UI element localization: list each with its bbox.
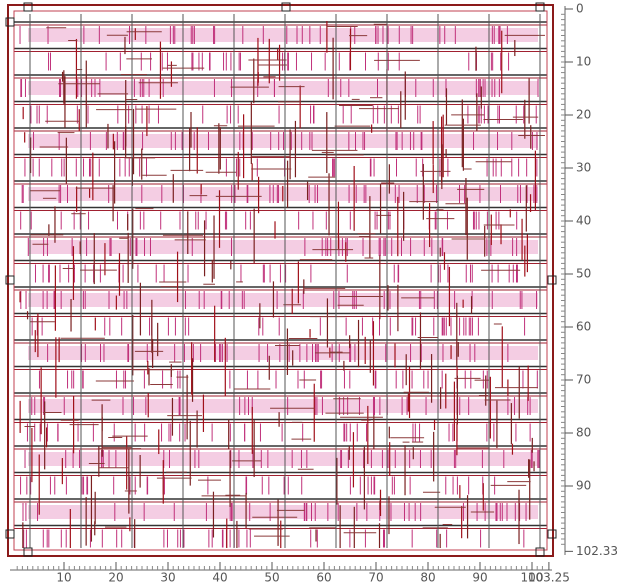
x-tick-label: 90 <box>472 571 487 585</box>
x-tick-label: 50 <box>264 571 279 585</box>
y-tick-label: 80 <box>576 426 591 440</box>
x-tick-label: 20 <box>108 571 123 585</box>
y-tick-label: 10 <box>576 55 591 69</box>
cell-row <box>28 399 538 413</box>
x-tick-label: 80 <box>420 571 435 585</box>
x-tick-label: 103.25 <box>528 571 570 585</box>
x-tick-label: 70 <box>368 571 383 585</box>
y-tick-label: 0 <box>576 2 584 16</box>
y-tick-label: 50 <box>576 267 591 281</box>
layout-viewer: 102030405060708090100103.25 010203040506… <box>0 0 620 586</box>
y-tick-label: 40 <box>576 214 591 228</box>
y-tick-label: 70 <box>576 373 591 387</box>
cell-row <box>28 81 538 95</box>
y-tick-label: 20 <box>576 108 591 122</box>
y-tick-label: 30 <box>576 161 591 175</box>
x-tick-label: 60 <box>316 571 331 585</box>
y-tick-label: 90 <box>576 479 591 493</box>
cell-row <box>28 134 538 148</box>
cell-row <box>28 346 538 360</box>
cell-row <box>28 28 538 42</box>
cell-row <box>28 293 538 307</box>
x-tick-label: 10 <box>56 571 71 585</box>
y-tick-label: 60 <box>576 320 591 334</box>
x-tick-label: 30 <box>160 571 175 585</box>
x-tick-label: 40 <box>212 571 227 585</box>
y-tick-label: 102.33 <box>576 544 618 558</box>
